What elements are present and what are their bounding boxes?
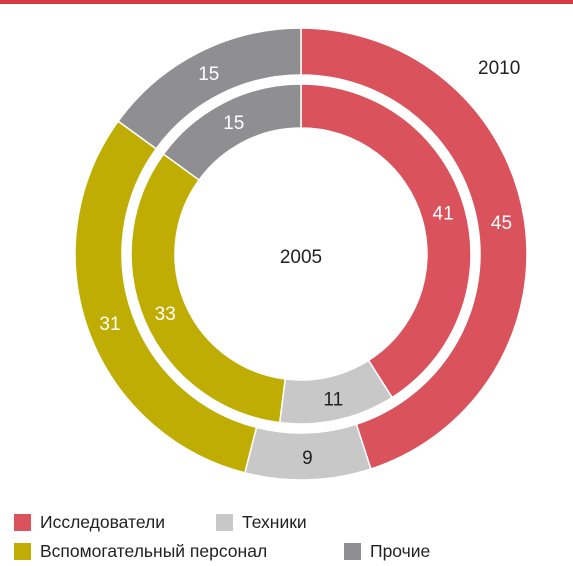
legend-item-technicians: Техники <box>216 510 307 534</box>
data-label-2010-other: 15 <box>198 64 219 85</box>
data-labels: 45 9 31 15 41 11 33 15 <box>99 64 512 469</box>
data-label-2005-other: 15 <box>223 113 244 134</box>
data-label-2010-researchers: 45 <box>491 213 512 234</box>
inner-ring-2005 <box>130 83 472 425</box>
legend-swatch-technicians <box>216 513 233 531</box>
data-label-2005-support-staff: 33 <box>155 304 176 325</box>
data-label-2010-support-staff: 31 <box>99 314 120 335</box>
data-label-2005-technicians: 11 <box>323 389 343 410</box>
legend-label-technicians: Техники <box>242 511 307 532</box>
legend-item-support-staff: Вспомогательный персонал <box>14 539 267 563</box>
data-label-2010-technicians: 9 <box>302 448 313 469</box>
legend-swatch-other <box>344 542 361 560</box>
slice-2005-other <box>162 83 302 181</box>
legend-label-other: Прочие <box>370 540 431 561</box>
legend-swatch-researchers <box>14 513 31 531</box>
data-label-2005-researchers: 41 <box>433 204 454 225</box>
legend-label-researchers: Исследователи <box>40 511 165 532</box>
top-rule <box>0 0 573 4</box>
slice-2010-researchers <box>300 27 528 470</box>
outer-ring-2010 <box>74 27 528 481</box>
slice-2005-researchers <box>300 83 472 399</box>
slice-2010-other <box>117 27 302 150</box>
slice-2005-support-staff <box>130 153 287 424</box>
legend-swatch-support-staff <box>14 542 31 560</box>
inner-series-label: 2005 <box>280 247 322 268</box>
outer-series-label: 2010 <box>478 58 520 79</box>
legend-item-researchers: Исследователи <box>14 510 165 534</box>
legend-label-support-staff: Вспомогательный персонал <box>40 540 268 561</box>
legend: Исследователи Техники Вспомогательный пе… <box>14 510 564 566</box>
legend-item-other: Прочие <box>344 539 430 563</box>
donut-chart: 45 9 31 15 41 11 33 15 2010 2005 <box>74 27 528 481</box>
